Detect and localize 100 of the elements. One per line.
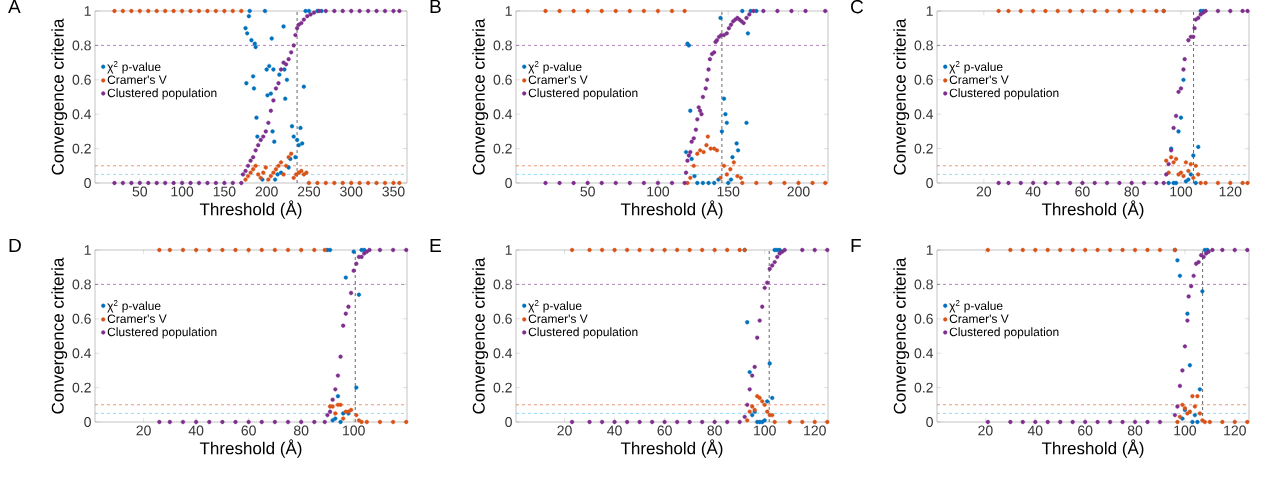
legend-label: Clustered population: [949, 88, 1059, 100]
y-axis-title: Convergence criteria: [51, 257, 68, 414]
y-tick-label: 0.6: [72, 313, 91, 324]
y-axis-title: Convergence criteria: [893, 257, 910, 414]
y-tick-label: 0.8: [72, 40, 91, 51]
y-tick-label: 1: [84, 245, 91, 255]
y-tick-label: 0.2: [493, 143, 512, 154]
y-tick-label: 0: [926, 178, 933, 188]
y-tick-label: 0.4: [493, 348, 513, 359]
x-tick-label: 120: [1219, 186, 1242, 197]
x-axis-title: Threshold (Å): [199, 439, 302, 458]
legend-label: χ$^{2}$ p-value: [528, 61, 582, 74]
x-tick-label: 80: [1127, 425, 1143, 436]
x-axis-title: Threshold (Å): [199, 200, 302, 219]
y-tick-label: 0.8: [914, 40, 933, 51]
x-axis-title: Threshold (Å): [1041, 200, 1144, 219]
y-tick-label: 1: [926, 245, 933, 255]
x-tick-label: 100: [343, 425, 365, 436]
y-axis-title: Convergence criteria: [472, 257, 489, 414]
y-tick-label: 0.8: [72, 279, 91, 290]
legend-label: Cramer's V: [949, 314, 1009, 323]
legend-label: Cramer's V: [528, 314, 588, 323]
legend-label: Clustered population: [107, 327, 217, 339]
legend-label: χ$^{2}$ p-value: [528, 300, 582, 313]
x-tick-label: 200: [787, 186, 810, 197]
x-tick-label: 20: [557, 425, 572, 436]
y-tick-label: 0: [505, 178, 512, 188]
y-tick-label: 0: [926, 417, 933, 427]
legend-label: Cramer's V: [949, 75, 1009, 84]
x-tick-label: 60: [1075, 186, 1090, 197]
y-axis-title: Convergence criteria: [472, 18, 489, 175]
x-tick-label: 100: [754, 425, 776, 436]
x-tick-label: 20: [978, 425, 993, 436]
x-tick-label: 200: [255, 186, 278, 197]
legend-label: χ$^{2}$ p-value: [107, 61, 161, 74]
y-tick-label: 0.8: [493, 279, 512, 290]
y-tick-label: 0.6: [493, 313, 512, 324]
x-tick-label: 300: [340, 186, 363, 197]
x-tick-label: 120: [1224, 425, 1246, 436]
y-tick-label: 0.8: [493, 40, 512, 51]
x-tick-label: 250: [297, 186, 321, 197]
y-tick-label: 0.2: [914, 382, 933, 393]
legend-label: Cramer's V: [107, 314, 167, 323]
chart-title: B: [430, 0, 441, 14]
y-tick-label: 0.4: [914, 348, 934, 359]
legend-label: Clustered population: [949, 327, 1059, 339]
legend-label: χ$^{2}$ p-value: [949, 300, 1003, 313]
y-tick-label: 1: [505, 6, 512, 16]
legend-label: Clustered population: [528, 327, 638, 339]
x-tick-label: 80: [293, 425, 309, 436]
x-tick-label: 100: [171, 186, 194, 197]
x-tick-label: 80: [1124, 186, 1139, 197]
x-tick-label: 120: [804, 425, 826, 436]
x-tick-label: 100: [1174, 425, 1197, 436]
x-tick-label: 350: [382, 186, 405, 197]
y-tick-label: 0.2: [914, 143, 933, 154]
chart-title: C: [851, 0, 864, 14]
y-tick-label: 0.4: [72, 109, 92, 120]
y-tick-label: 0.4: [72, 348, 92, 359]
x-tick-label: 100: [1170, 186, 1193, 197]
y-tick-label: 0.2: [72, 143, 91, 154]
x-tick-label: 80: [707, 425, 722, 436]
y-tick-label: 0.4: [914, 109, 934, 120]
y-tick-label: 1: [84, 6, 91, 16]
x-tick-label: 60: [657, 425, 672, 436]
y-tick-label: 0.6: [72, 74, 91, 85]
x-tick-label: 150: [213, 186, 236, 197]
chart-title: A: [8, 0, 21, 14]
y-tick-label: 0.8: [914, 279, 933, 290]
y-tick-label: 0: [505, 417, 512, 427]
legend-label: Clustered population: [107, 88, 217, 100]
y-axis-title: Convergence criteria: [893, 18, 910, 175]
y-axis-title: Convergence criteria: [51, 18, 68, 175]
y-tick-label: 0: [84, 178, 91, 188]
y-tick-label: 1: [926, 6, 933, 16]
y-tick-label: 0.6: [914, 74, 933, 85]
y-tick-label: 0.6: [493, 74, 512, 85]
x-tick-label: 100: [647, 186, 670, 197]
y-tick-label: 0.2: [493, 382, 512, 393]
legend-label: Cramer's V: [107, 75, 167, 84]
legend-label: Cramer's V: [528, 75, 588, 84]
y-tick-label: 0.6: [914, 313, 933, 324]
x-axis-title: Threshold (Å): [620, 439, 723, 458]
y-tick-label: 0: [84, 417, 91, 427]
chart-title: D: [9, 238, 21, 253]
x-tick-label: 60: [1078, 425, 1093, 436]
y-tick-label: 0.2: [72, 382, 91, 393]
legend-label: χ$^{2}$ p-value: [949, 61, 1003, 74]
chart-title: F: [851, 238, 861, 253]
x-tick-label: 20: [136, 425, 151, 436]
y-tick-label: 1: [505, 245, 512, 255]
y-tick-label: 0.4: [493, 109, 513, 120]
legend-label: χ$^{2}$ p-value: [107, 300, 161, 313]
x-tick-label: 50: [132, 186, 148, 197]
x-axis-title: Threshold (Å): [1041, 439, 1144, 458]
x-tick-label: 40: [607, 425, 622, 436]
x-tick-label: 20: [976, 186, 992, 197]
chart-title: E: [430, 238, 441, 253]
x-tick-label: 40: [1025, 186, 1041, 197]
x-tick-label: 40: [1027, 425, 1043, 436]
